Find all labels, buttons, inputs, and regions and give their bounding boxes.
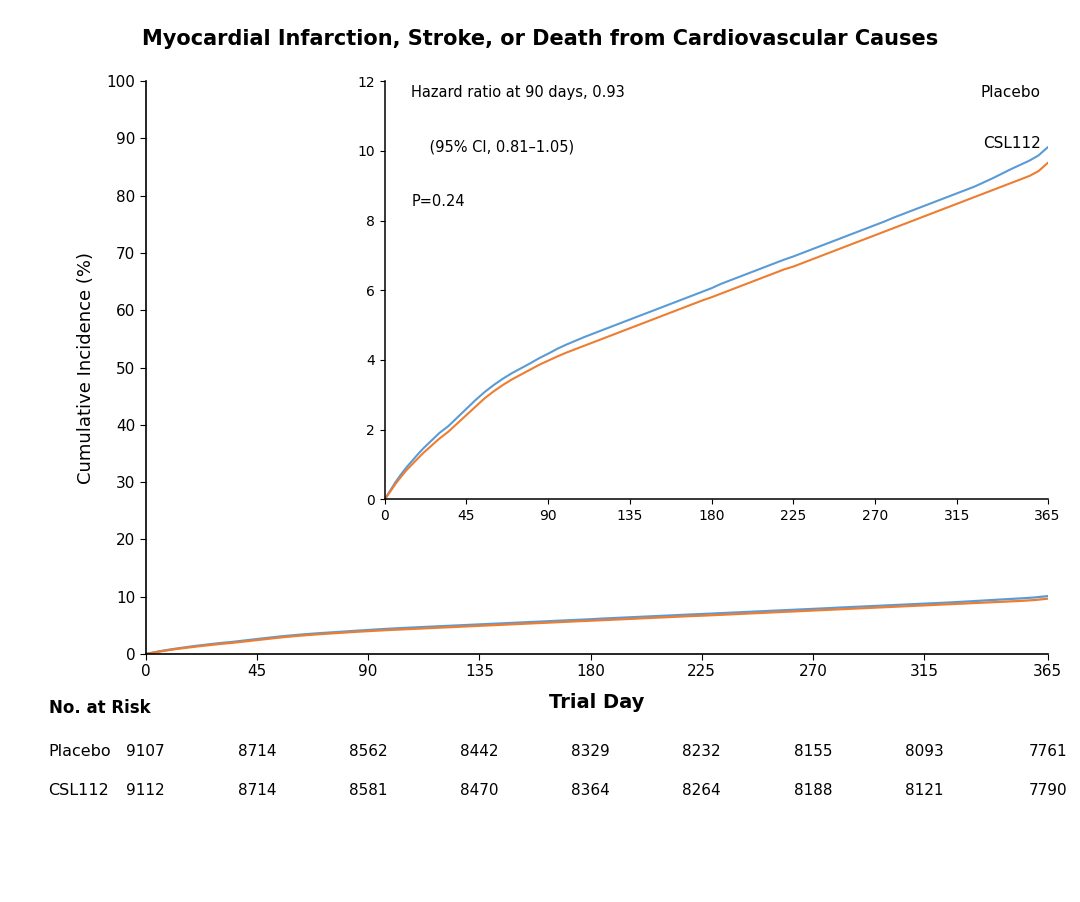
X-axis label: Trial Day: Trial Day (549, 694, 645, 713)
Text: No. at Risk: No. at Risk (49, 699, 150, 717)
Text: 7790: 7790 (1028, 783, 1067, 798)
Text: 9112: 9112 (126, 783, 165, 798)
Text: 8264: 8264 (683, 783, 721, 798)
Text: 9107: 9107 (126, 744, 165, 759)
Text: P=0.24: P=0.24 (411, 194, 464, 209)
Text: 8562: 8562 (349, 744, 388, 759)
Text: Placebo: Placebo (981, 86, 1041, 100)
Text: 8364: 8364 (571, 783, 610, 798)
Text: 8121: 8121 (905, 783, 943, 798)
Text: Placebo: Placebo (49, 744, 111, 759)
Text: 8470: 8470 (460, 783, 499, 798)
Text: Myocardial Infarction, Stroke, or Death from Cardiovascular Causes: Myocardial Infarction, Stroke, or Death … (141, 29, 939, 49)
Text: 8093: 8093 (905, 744, 944, 759)
Text: 7761: 7761 (1028, 744, 1067, 759)
Text: CSL112: CSL112 (49, 783, 109, 798)
Text: 8714: 8714 (238, 783, 276, 798)
Text: Hazard ratio at 90 days, 0.93: Hazard ratio at 90 days, 0.93 (411, 86, 625, 100)
Text: 8714: 8714 (238, 744, 276, 759)
Text: 8188: 8188 (794, 783, 832, 798)
Text: 8442: 8442 (460, 744, 499, 759)
Text: (95% CI, 0.81–1.05): (95% CI, 0.81–1.05) (411, 140, 575, 155)
Text: 8581: 8581 (349, 783, 388, 798)
Text: 8232: 8232 (683, 744, 721, 759)
Y-axis label: Cumulative Incidence (%): Cumulative Incidence (%) (78, 252, 95, 483)
Text: 8155: 8155 (794, 744, 832, 759)
Text: 8329: 8329 (571, 744, 610, 759)
Text: CSL112: CSL112 (983, 135, 1041, 151)
